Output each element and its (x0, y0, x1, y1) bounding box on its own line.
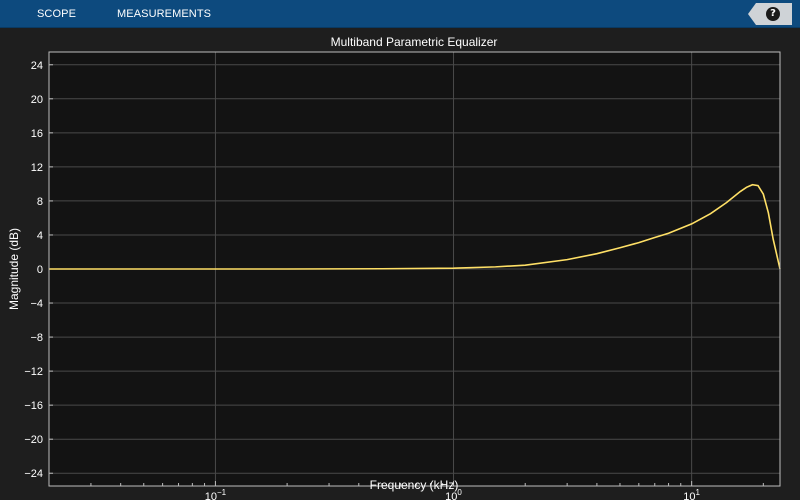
y-tick-label: −12 (24, 366, 43, 378)
x-tick-label: 10−1 (205, 488, 227, 500)
series-line (49, 183, 781, 270)
y-axis-ticks: 24 20 16 12 8 4 0 −4 −8 −12 −16 −20 −24 (24, 60, 53, 480)
x-tick-label: 101 (683, 488, 700, 500)
y-tick-label: 0 (37, 264, 43, 276)
y-tick-label: −4 (30, 298, 43, 310)
tab-scope[interactable]: SCOPE (37, 8, 77, 20)
y-tick-label: 4 (37, 230, 43, 242)
y-tick-label: 20 (31, 94, 43, 106)
equalizer-chart: 24 20 16 12 8 4 0 −4 −8 −12 −16 −20 −24 10−1 100 101 M… (7, 35, 781, 500)
y-tick-label: −8 (30, 332, 43, 344)
y-tick-label: −24 (24, 468, 43, 480)
help-button[interactable]: ? (748, 3, 792, 25)
y-axis-label: Magnitude (dB) (7, 228, 21, 310)
y-tick-label: 24 (31, 60, 43, 72)
help-icon: ? (766, 7, 780, 21)
y-tick-label: 8 (37, 196, 43, 208)
chart-title: Multiband Parametric Equalizer (331, 35, 498, 49)
grid (49, 52, 780, 486)
x-axis-label: Frequency (kHz) (370, 478, 459, 492)
tab-measurements[interactable]: MEASUREMENTS (117, 8, 212, 20)
x-tick-label: 100 (445, 488, 462, 500)
y-tick-label: 16 (31, 128, 43, 140)
y-tick-label: −16 (24, 400, 43, 412)
toolstrip: SCOPE MEASUREMENTS ? (0, 0, 800, 28)
axes-frame (48, 51, 781, 487)
y-tick-label: −20 (24, 434, 43, 446)
y-tick-label: 12 (31, 162, 43, 174)
